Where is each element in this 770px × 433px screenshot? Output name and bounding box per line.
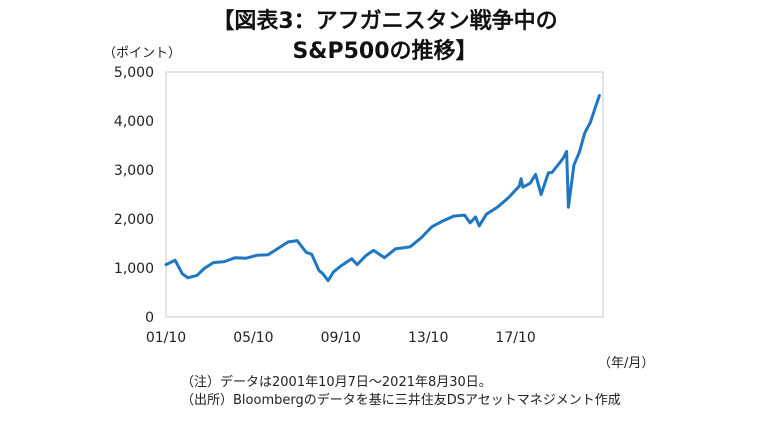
y-tick-label: 4,000 bbox=[114, 114, 154, 130]
y-tick-label: 3,000 bbox=[114, 163, 154, 179]
sp500-series-line bbox=[164, 94, 601, 283]
plot-area-frame bbox=[165, 71, 604, 318]
y-tick-label: 1,000 bbox=[114, 261, 154, 277]
y-axis-unit-label: （ポイント） bbox=[103, 46, 182, 61]
chart-title: 【図表3：アフガニスタン戦争中の bbox=[212, 9, 558, 34]
x-tick-label: 13/10 bbox=[408, 330, 448, 346]
y-tick-label: 0 bbox=[145, 310, 154, 326]
x-tick-label: 01/10 bbox=[146, 330, 186, 346]
footnote-data-period: （注）データは2001年10月7日～2021年8月30日。 bbox=[181, 375, 492, 390]
x-tick-label: 09/10 bbox=[321, 330, 361, 346]
chart-subtitle: S&P500の推移】 bbox=[292, 39, 478, 64]
x-axis-unit-label: （年/月） bbox=[598, 356, 655, 371]
x-tick-label: 17/10 bbox=[495, 330, 535, 346]
y-axis-ticks: 0 1,000 2,000 3,000 4,000 5,000 bbox=[114, 65, 154, 326]
x-tick-label: 05/10 bbox=[233, 330, 273, 346]
y-tick-label: 2,000 bbox=[114, 212, 154, 228]
y-tick-label: 5,000 bbox=[114, 65, 154, 81]
footnote-source: （出所）Bloombergのデータを基に三井住友DSアセットマネジメント作成 bbox=[181, 393, 621, 408]
x-axis-ticks: 01/10 05/10 09/10 13/10 17/10 bbox=[146, 330, 536, 346]
